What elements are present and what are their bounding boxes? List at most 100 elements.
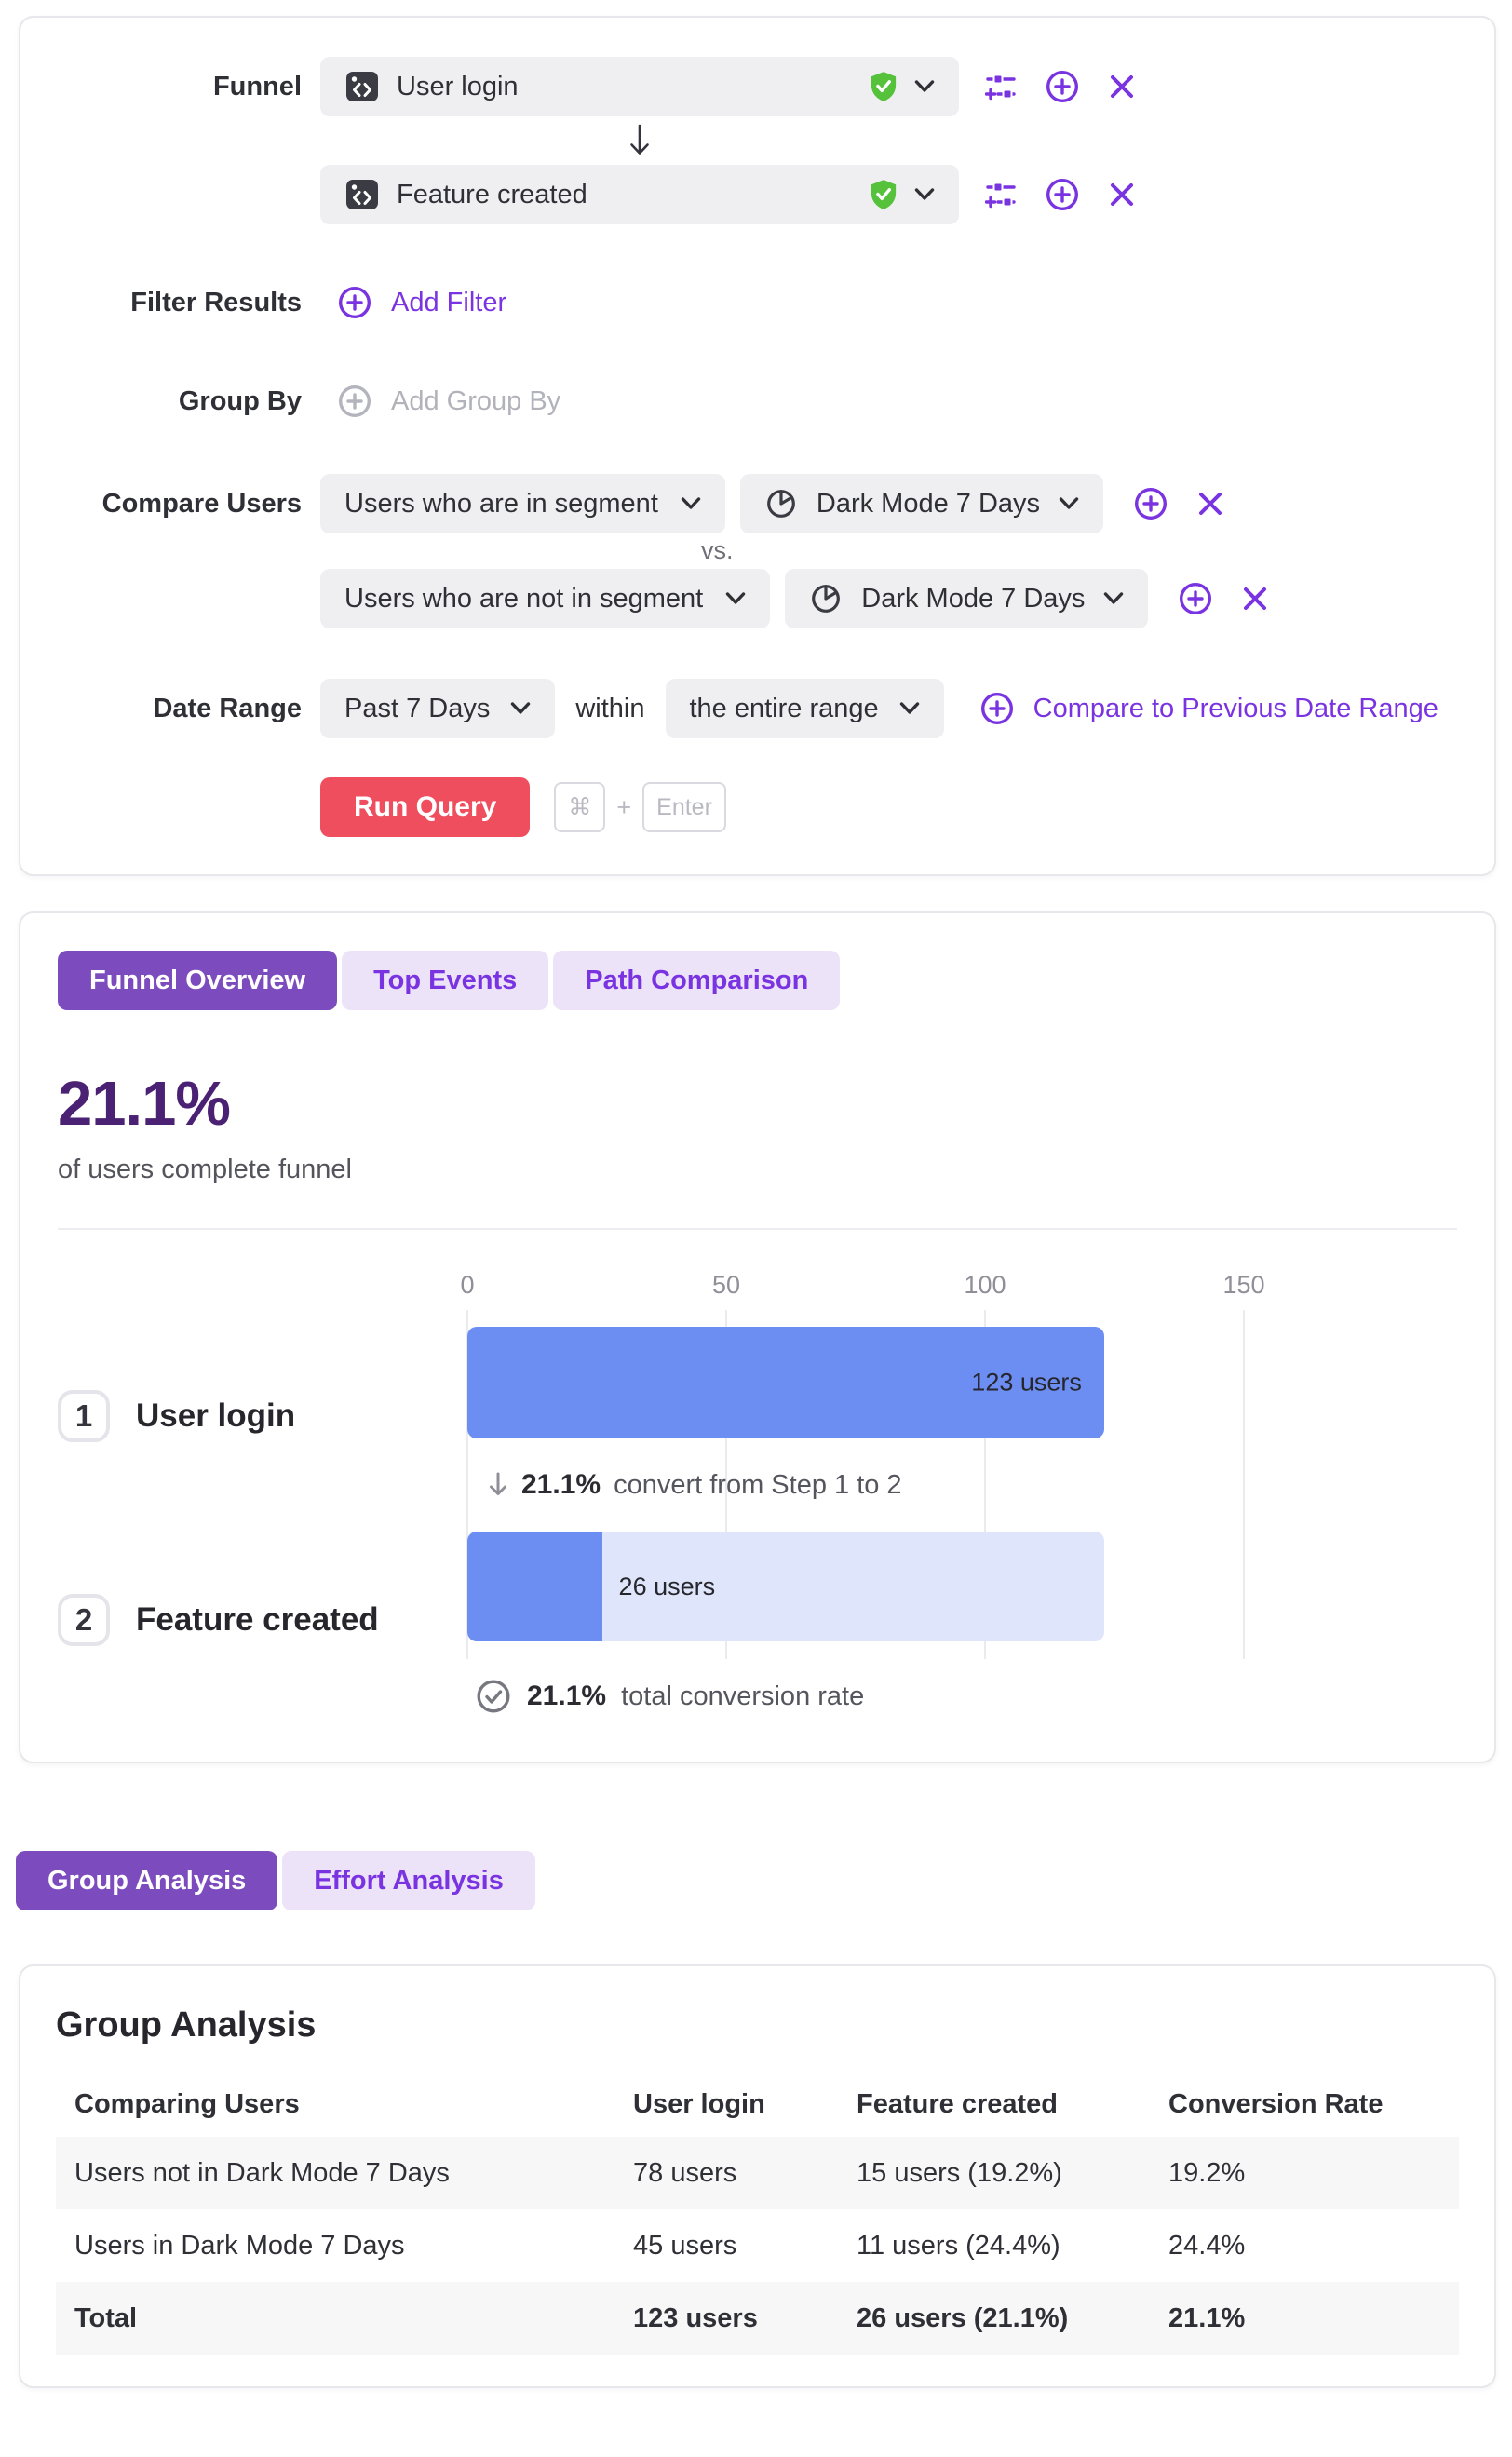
funnel-step-1-dropdown[interactable]: User login xyxy=(320,57,959,116)
add-filter-plus-icon xyxy=(337,285,372,320)
compare-1-remove-x-icon[interactable] xyxy=(1196,490,1224,518)
compare-2-remove-x-icon[interactable] xyxy=(1241,585,1269,613)
add-group-by-button[interactable]: Add Group By xyxy=(337,384,560,419)
funnel-results-card: Funnel Overview Top Events Path Comparis… xyxy=(19,911,1496,1763)
table-header-row: Comparing Users User login Feature creat… xyxy=(56,2072,1459,2137)
step-1-number-badge: 1 xyxy=(58,1390,110,1442)
filter-results-label: Filter Results xyxy=(130,287,302,317)
run-query-shortcut: ⌘ + Enter xyxy=(554,782,726,832)
step-1-filter-sliders-button[interactable] xyxy=(985,71,1017,102)
bar-2-converted-segment xyxy=(467,1532,602,1641)
chevron-down-icon xyxy=(1059,497,1079,510)
tab-group-analysis[interactable]: Group Analysis xyxy=(16,1851,278,1910)
step-2-filter-sliders-button[interactable] xyxy=(985,179,1017,210)
chart-plot-area: 123 users 21.1% convert from Step 1 to 2… xyxy=(466,1310,1361,1659)
step-1-add-circle-icon[interactable] xyxy=(1045,69,1080,104)
total-conversion-pct: 21.1% xyxy=(527,1681,607,1711)
col-conversion-rate: Conversion Rate xyxy=(1168,2088,1384,2119)
chevron-down-icon xyxy=(725,592,746,605)
funnel-steps: User login xyxy=(320,57,1136,224)
step-connector-arrow-icon xyxy=(320,116,959,165)
table-row: Users in Dark Mode 7 Days 45 users 11 us… xyxy=(74,2230,1246,2261)
step-2-number-badge: 2 xyxy=(58,1594,110,1646)
chevron-down-icon xyxy=(510,702,531,715)
tab-funnel-overview[interactable]: Funnel Overview xyxy=(58,951,338,1010)
col-comparing-users: Comparing Users xyxy=(74,2088,300,2119)
compare-users-label: Compare Users xyxy=(101,488,302,519)
run-query-button[interactable]: Run Query xyxy=(320,777,531,837)
query-builder-card: Funnel User login xyxy=(19,16,1496,876)
compare-1-add-circle-icon[interactable] xyxy=(1133,486,1168,521)
vs-label: vs. xyxy=(701,535,734,564)
funnel-step-2-legend: 2 Feature created xyxy=(58,1594,379,1646)
step-conversion-text: convert from Step 1 to 2 xyxy=(614,1469,902,1500)
segment-value-1: Dark Mode 7 Days xyxy=(816,488,1041,519)
funnel-step-2-event: Feature created xyxy=(397,179,587,209)
date-range-value: Past 7 Days xyxy=(344,693,491,723)
segment-pie-icon xyxy=(764,487,798,520)
chevron-down-icon xyxy=(914,80,935,93)
step-1-remove-x-icon[interactable] xyxy=(1108,73,1136,101)
group-analysis-title: Group Analysis xyxy=(56,2005,317,2045)
verified-shield-icon xyxy=(870,179,898,210)
segment-relation-value-1: Users who are in segment xyxy=(344,488,658,519)
segment-pie-icon xyxy=(809,582,843,615)
add-group-by-placeholder: Add Group By xyxy=(391,385,561,416)
add-group-by-plus-icon xyxy=(337,384,372,419)
tab-effort-analysis[interactable]: Effort Analysis xyxy=(282,1851,535,1910)
conversion-headline-caption: of users complete funnel xyxy=(58,1154,352,1184)
add-filter-button[interactable]: Add Filter xyxy=(337,285,506,320)
bar-2-dropoff-segment: 26 users xyxy=(601,1532,1104,1641)
funnel-bar-step-2[interactable]: 26 users xyxy=(467,1532,1104,1641)
bar-2-value-label: 26 users xyxy=(618,1572,716,1600)
date-scope-dropdown[interactable]: the entire range xyxy=(665,679,944,738)
group-analysis-card: Group Analysis Comparing Users User logi… xyxy=(19,1964,1496,2388)
date-range-row: Date Range Past 7 Days within the entire… xyxy=(20,679,1494,738)
analysis-tabs: Group Analysis Effort Analysis xyxy=(16,1851,1512,1910)
compare-previous-date-range-button[interactable]: Compare to Previous Date Range xyxy=(979,691,1438,726)
compare-users-row-2: Users who are not in segment Dark Mode 7… xyxy=(20,569,1494,628)
compare-2-add-circle-icon[interactable] xyxy=(1178,581,1213,616)
total-conversion-annotation: 21.1% total conversion rate xyxy=(475,1678,1457,1715)
funnel-step-1-event: User login xyxy=(397,71,519,101)
segment-relation-dropdown-1[interactable]: Users who are in segment xyxy=(320,474,725,533)
add-filter-label: Add Filter xyxy=(391,287,507,317)
total-conversion-text: total conversion rate xyxy=(621,1681,865,1711)
results-tabs: Funnel Overview Top Events Path Comparis… xyxy=(58,951,1457,1010)
within-label: within xyxy=(575,693,645,723)
segment-dropdown-1[interactable]: Dark Mode 7 Days xyxy=(739,474,1104,533)
group-by-row: Group By Add Group By xyxy=(20,371,1494,431)
tab-path-comparison[interactable]: Path Comparison xyxy=(553,951,841,1010)
group-by-label: Group By xyxy=(178,385,302,416)
axis-tick: 0 xyxy=(460,1271,475,1299)
divider xyxy=(58,1228,1457,1230)
step-2-name: Feature created xyxy=(136,1601,379,1638)
chart-x-axis: 0 50 100 150 xyxy=(460,1265,1361,1310)
chevron-down-icon xyxy=(914,188,935,201)
step-2-remove-x-icon[interactable] xyxy=(1108,181,1136,209)
funnel-step-2-dropdown[interactable]: Feature created xyxy=(320,165,959,224)
event-icon xyxy=(344,177,380,212)
step-2-add-circle-icon[interactable] xyxy=(1045,177,1080,212)
verified-shield-icon xyxy=(870,71,898,102)
date-range-label: Date Range xyxy=(153,693,302,723)
segment-relation-dropdown-2[interactable]: Users who are not in segment xyxy=(320,569,771,628)
funnel-bar-step-1[interactable]: 123 users xyxy=(467,1327,1104,1438)
axis-tick: 50 xyxy=(711,1271,741,1299)
funnel-label: Funnel xyxy=(212,72,302,101)
gridline xyxy=(1243,1310,1245,1659)
tab-top-events[interactable]: Top Events xyxy=(342,951,549,1010)
date-range-dropdown[interactable]: Past 7 Days xyxy=(320,679,556,738)
conversion-headline: 21.1% xyxy=(58,1069,231,1139)
bar-1-value-label: 123 users xyxy=(971,1368,1082,1397)
segment-dropdown-2[interactable]: Dark Mode 7 Days xyxy=(785,569,1149,628)
step-conversion-pct: 21.1% xyxy=(521,1469,601,1500)
group-analysis-table: Comparing Users User login Feature creat… xyxy=(56,2072,1459,2355)
gridline xyxy=(466,1310,468,1659)
axis-tick: 150 xyxy=(1222,1271,1265,1299)
compare-previous-label: Compare to Previous Date Range xyxy=(1033,693,1438,723)
gridline xyxy=(725,1310,727,1659)
event-icon xyxy=(344,69,380,104)
funnel-step-1-legend: 1 User login xyxy=(58,1390,295,1442)
segment-value-2: Dark Mode 7 Days xyxy=(861,583,1086,614)
